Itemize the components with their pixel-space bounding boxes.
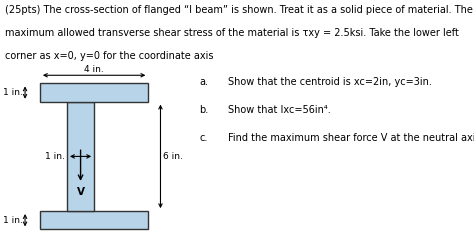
Bar [40,83,148,102]
Text: corner as x=0, y=0 for the coordinate axis: corner as x=0, y=0 for the coordinate ax… [5,51,213,61]
Text: 1 in.: 1 in. [45,152,65,161]
Text: Show that Ixc=56in⁴.: Show that Ixc=56in⁴. [228,105,330,115]
Text: b.: b. [199,105,209,115]
Text: maximum allowed transverse shear stress of the material is τxy = 2.5ksi. Take th: maximum allowed transverse shear stress … [5,28,459,38]
Text: c.: c. [199,133,208,143]
Text: 4 in.: 4 in. [84,65,104,74]
Text: 1 in.: 1 in. [3,216,23,225]
Bar [67,102,94,211]
Text: Show that the centroid is xc=2in, yc=3in.: Show that the centroid is xc=2in, yc=3in… [228,77,431,87]
Text: Find the maximum shear force V at the neutral axis.: Find the maximum shear force V at the ne… [228,133,474,143]
Text: 1 in.: 1 in. [3,88,23,97]
Text: a.: a. [199,77,208,87]
Text: V: V [77,187,84,197]
Text: (25pts) The cross-section of flanged “I beam” is shown. Treat it as a solid piec: (25pts) The cross-section of flanged “I … [5,5,473,15]
Text: 6 in.: 6 in. [163,152,182,161]
Bar [40,211,148,229]
